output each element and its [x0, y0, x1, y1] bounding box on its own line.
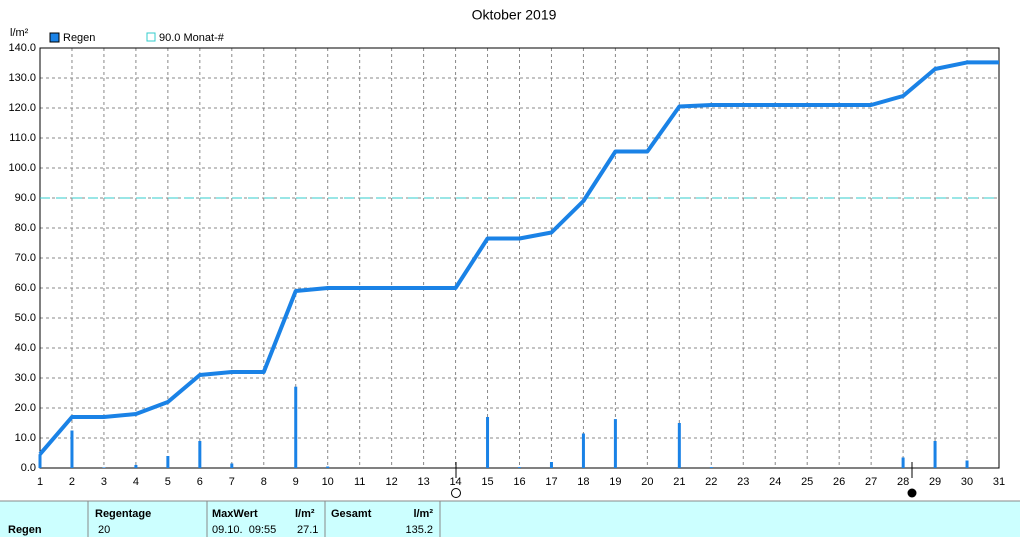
x-tick-label: 5: [165, 476, 171, 488]
x-tick-label: 11: [354, 476, 365, 488]
x-tick-label: 18: [577, 476, 589, 488]
bar: [709, 467, 713, 468]
x-tick-label: 21: [673, 476, 685, 488]
x-tick-label: 30: [961, 476, 973, 488]
y-tick-label: 40.0: [15, 342, 36, 354]
x-tick-label: 22: [705, 476, 717, 488]
chart-title: Oktober 2019: [472, 7, 557, 23]
cumulative-line: [38, 60, 999, 456]
bar: [134, 465, 138, 468]
x-tick-label: 6: [197, 476, 203, 488]
x-tick-label: 16: [513, 476, 525, 488]
bar: [581, 433, 585, 468]
x-tick-label: 9: [293, 476, 299, 488]
x-tick-label: 19: [609, 476, 621, 488]
y-tick-label: 120.0: [8, 102, 36, 114]
legend-label: Regen: [63, 32, 95, 44]
bar: [38, 454, 42, 468]
y-tick-label: 30.0: [15, 372, 36, 384]
y-tick-label: 110.0: [9, 132, 36, 144]
y-tick-label: 130.0: [8, 72, 36, 84]
y-tick-label: 60.0: [15, 282, 36, 294]
x-tick-label: 8: [261, 476, 267, 488]
x-tick-label: 2: [69, 476, 75, 488]
x-tick-label: 29: [929, 476, 941, 488]
x-tick-label: 20: [641, 476, 653, 488]
x-tick-label: 14: [449, 476, 461, 488]
y-tick-label: 100.0: [8, 162, 36, 174]
x-tick-label: 1: [37, 476, 43, 488]
bar: [486, 417, 490, 468]
new-moon: [451, 488, 461, 498]
bar: [166, 456, 170, 468]
x-tick-label: 25: [801, 476, 813, 488]
x-tick-label: 23: [737, 476, 749, 488]
table-cell: 20: [98, 524, 110, 536]
x-tick-label: 3: [101, 476, 107, 488]
legend-label: 90.0 Monat-#: [159, 32, 225, 44]
bar: [613, 419, 617, 468]
x-tick-label: 10: [322, 476, 334, 488]
y-tick-label: 140.0: [8, 42, 36, 54]
y-axis-label: l/m²: [10, 27, 29, 39]
x-tick-label: 15: [481, 476, 493, 488]
y-tick-label: 70.0: [15, 252, 36, 264]
x-tick-label: 31: [993, 476, 1005, 488]
y-tick-label: 10.0: [15, 432, 36, 444]
y-tick-label: 20.0: [15, 402, 36, 414]
bar: [549, 462, 553, 468]
table-cell: 135.2: [405, 524, 433, 536]
bar: [677, 423, 681, 468]
x-tick-label: 17: [545, 476, 557, 488]
bar: [965, 460, 969, 468]
x-tick-label: 4: [133, 476, 139, 488]
x-tick-label: 13: [417, 476, 429, 488]
bar: [70, 430, 74, 468]
bar: [518, 467, 521, 468]
table-background: [0, 501, 1020, 537]
x-tick-label: 7: [229, 476, 235, 488]
y-tick-label: 0.0: [21, 462, 36, 474]
x-tick-label: 28: [897, 476, 909, 488]
bar: [933, 441, 937, 468]
table-header: l/m²: [295, 508, 315, 520]
bar: [901, 457, 905, 468]
x-tick-label: 26: [833, 476, 845, 488]
full-moon: [907, 488, 917, 498]
table-header: MaxWert: [212, 508, 258, 520]
table-cell: 27.1: [297, 524, 318, 536]
x-tick-label: 12: [386, 476, 398, 488]
y-tick-label: 90.0: [15, 192, 36, 204]
x-tick-label: 27: [865, 476, 877, 488]
table-header: Regentage: [95, 508, 151, 520]
bar: [230, 463, 234, 468]
table-cell: Regen: [8, 524, 42, 536]
bar: [326, 466, 330, 468]
legend-swatch: [49, 32, 60, 43]
bar: [294, 386, 298, 468]
legend-swatch: [146, 32, 156, 42]
table-cell: 09.10. 09:55: [212, 524, 276, 536]
table-header: l/m²: [413, 508, 433, 520]
x-tick-label: 24: [769, 476, 781, 488]
bar: [102, 467, 106, 468]
y-tick-label: 80.0: [15, 222, 36, 234]
table-header: Gesamt: [331, 508, 372, 520]
bar: [198, 441, 202, 468]
y-tick-label: 50.0: [15, 312, 36, 324]
